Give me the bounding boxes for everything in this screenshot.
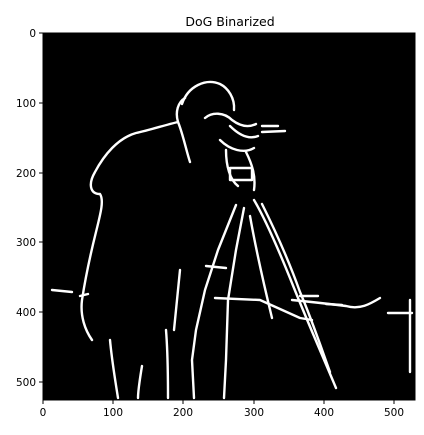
x-tick-label: 0 [40,407,47,419]
x-tick-label: 300 [244,407,264,419]
y-tick-label: 400 [16,307,36,319]
x-tick-label: 500 [384,407,404,419]
x-tick-label: 400 [314,407,334,419]
x-axis [42,400,395,404]
y-tick-label: 200 [16,168,36,180]
image-background [43,33,415,400]
y-tick-label: 300 [16,237,36,249]
plot-title: DoG Binarized [185,14,274,29]
y-axis [39,32,43,383]
y-tick-label: 100 [16,98,36,110]
edge-map-image [50,80,414,400]
x-tick-label: 100 [103,407,123,419]
axes-frame [42,32,416,401]
x-tick-label: 200 [173,407,193,419]
y-tick-label: 500 [16,377,36,389]
y-tick-label: 0 [29,28,36,40]
